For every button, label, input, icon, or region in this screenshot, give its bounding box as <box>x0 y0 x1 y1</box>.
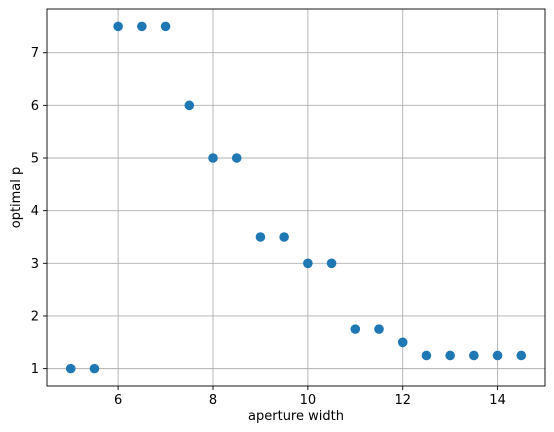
scatter-point <box>445 350 455 361</box>
y-tick-label: 5 <box>31 152 39 167</box>
scatter-point <box>516 350 527 361</box>
grid-lines <box>47 9 545 386</box>
scatter-point <box>397 337 408 348</box>
scatter-point <box>160 21 171 32</box>
scatter-point <box>65 363 76 374</box>
y-tick-label: 1 <box>31 362 39 377</box>
scatter-point <box>255 232 266 242</box>
x-axis-label: aperture width <box>248 409 344 424</box>
scatter-point <box>374 324 384 334</box>
scatter-point <box>326 258 337 269</box>
x-tick-label: 8 <box>209 393 217 408</box>
scatter-point <box>492 350 503 361</box>
y-tick-label: 3 <box>31 257 39 272</box>
x-tick-label: 12 <box>394 393 411 408</box>
y-axis-label: optimal p <box>9 167 24 229</box>
scatter-point <box>279 232 289 242</box>
scatter-point <box>113 21 123 32</box>
scatter-point <box>469 350 479 361</box>
scatter-point <box>208 153 218 163</box>
x-tick-label: 10 <box>300 393 317 408</box>
y-tick-label: 2 <box>31 309 39 324</box>
y-tick-label: 7 <box>31 46 39 61</box>
x-tick-label: 6 <box>114 393 122 408</box>
y-tick-label: 4 <box>31 204 39 219</box>
x-tick-label: 14 <box>489 393 506 408</box>
scatter-point <box>350 324 361 334</box>
data-points <box>65 21 527 374</box>
scatter-point <box>89 363 100 374</box>
scatter-point <box>421 350 432 361</box>
scatter-point <box>184 100 195 111</box>
scatter-point <box>303 258 313 269</box>
scatter-point <box>231 153 242 163</box>
plot-frame <box>46 8 546 387</box>
y-tick-label: 6 <box>31 99 39 114</box>
scatter-point <box>137 21 147 32</box>
